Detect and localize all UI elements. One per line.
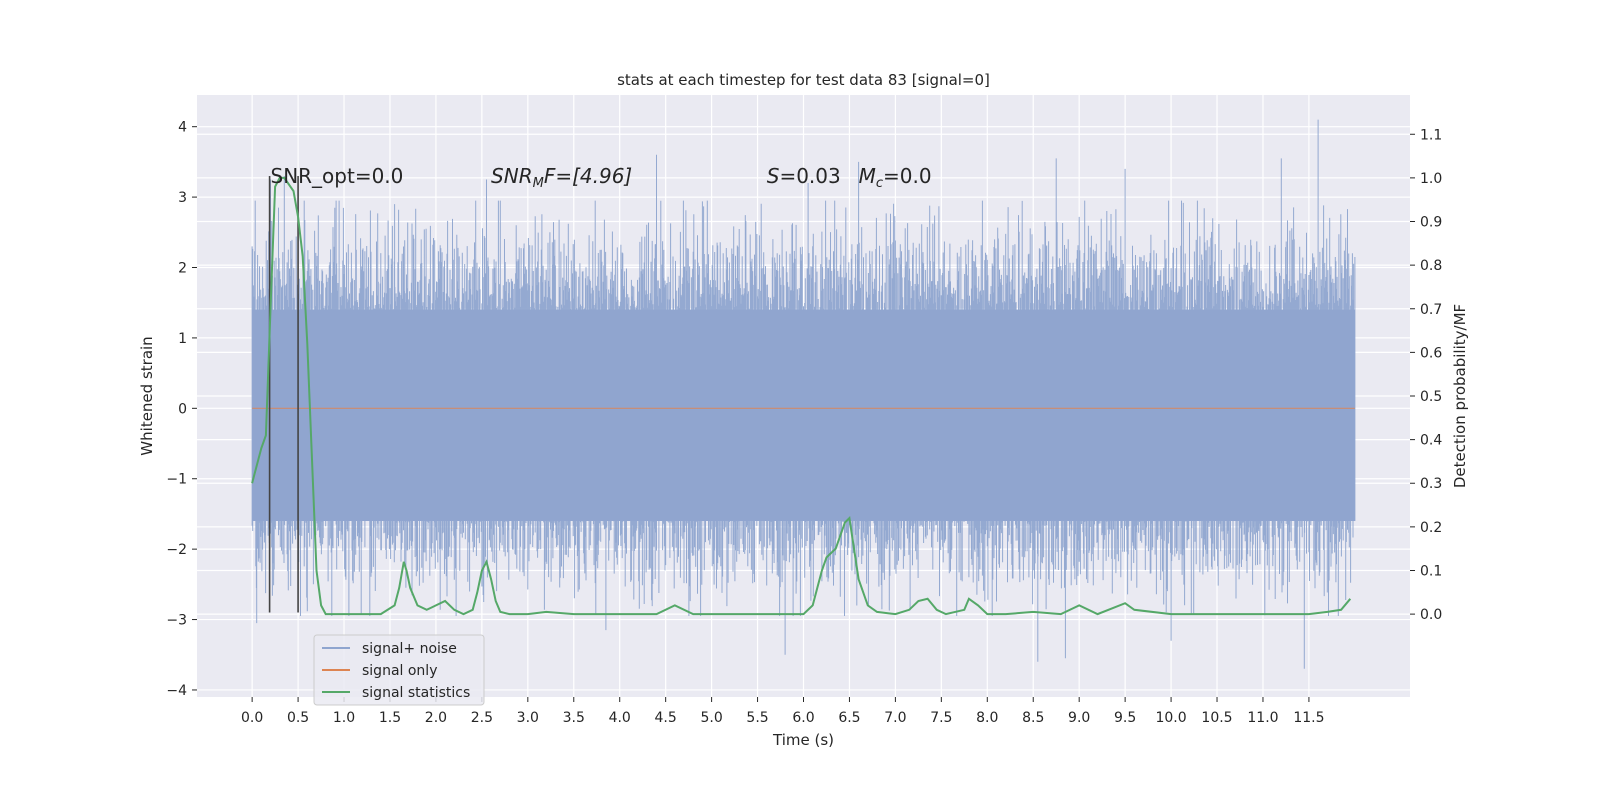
y-tick-label: 0: [178, 401, 187, 417]
vertical-markers: [268, 175, 299, 613]
y-tick-label: −4: [166, 683, 187, 699]
y-tick-label: −2: [166, 542, 187, 558]
annotation-mc-main: M: [859, 164, 876, 188]
x-tick-label: 4.5: [655, 710, 677, 726]
y-right-tick-label: 0.9: [1420, 215, 1442, 231]
y-tick-label: −3: [166, 613, 187, 629]
annotation-mc: Mc=0.0: [859, 164, 932, 191]
x-tick-label: 7.5: [930, 710, 952, 726]
annotation-s: S=0.03: [767, 164, 841, 188]
annotation-snr-mf-f: F=[4.96]: [544, 164, 632, 188]
x-tick-label: 5.5: [746, 710, 768, 726]
x-tick-label: 5.0: [700, 710, 722, 726]
x-tick-label: 1.0: [333, 710, 355, 726]
signal-statistics-line: [251, 176, 1352, 616]
series-signal-statistics: [251, 176, 1352, 616]
annotation-snr-opt: SNR_opt=0.0: [271, 164, 404, 188]
legend-box: [313, 634, 485, 706]
x-tick-label: 8.5: [1022, 710, 1044, 726]
legend-label: signal+ noise: [362, 641, 457, 657]
x-tick-label: 10.5: [1201, 710, 1232, 726]
y-axis-label: Whitened strain: [138, 336, 156, 455]
legend: signal+ noise signal only signal statistic…: [313, 634, 485, 706]
y-axis-label-right: Detection probability/MF: [1451, 304, 1469, 488]
x-tick-label: 6.5: [838, 710, 860, 726]
y-right-tick-label: 0.4: [1420, 433, 1442, 449]
x-axis-label: Time (s): [772, 731, 834, 749]
x-tick-label: 0.5: [287, 710, 309, 726]
annotation-mc-sub: c: [876, 176, 883, 191]
y-right-tick-label: 0.0: [1420, 607, 1442, 623]
annotation-mc-value: =0.0: [883, 164, 932, 188]
legend-label: signal only: [362, 663, 437, 679]
y-right-tick-label: 0.1: [1420, 563, 1442, 579]
x-tick-label: 3.0: [517, 710, 539, 726]
x-tick-label: 3.5: [563, 710, 585, 726]
x-tick-label: 11.0: [1247, 710, 1278, 726]
x-tick-label: 9.0: [1068, 710, 1090, 726]
y-right-tick-label: 0.6: [1420, 345, 1442, 361]
y-right-tick-label: 0.5: [1420, 389, 1442, 405]
x-tick-label: 9.5: [1114, 710, 1136, 726]
x-tick-label: 2.5: [471, 710, 493, 726]
x-tick-label: 10.0: [1155, 710, 1186, 726]
x-tick-label: 8.0: [976, 710, 998, 726]
x-tick-label: 11.5: [1293, 710, 1324, 726]
annotation-snr-mf: SNRMF=[4.96]: [491, 164, 632, 191]
x-tick-label: 2.0: [425, 710, 447, 726]
series-signal-noise: [251, 119, 1356, 669]
annotation-s-value: =0.03: [779, 164, 840, 188]
chart-title: stats at each timestep for test data 83 …: [617, 71, 990, 89]
y-tick-label: 3: [178, 190, 187, 206]
y-right-tick-label: 0.2: [1420, 520, 1442, 536]
x-tick-label: 7.0: [884, 710, 906, 726]
legend-label: signal statistics: [362, 685, 470, 701]
x-tick-label: 1.5: [379, 710, 401, 726]
axis-ticks: 0.0 0.5 1.0 1.5 2.0 2.5 3.0 3.5 4.0 4.5 5.0 5.5 6.0 6…: [166, 120, 1442, 726]
y-right-tick-label: 0.7: [1420, 302, 1442, 318]
y-tick-label: −1: [166, 472, 187, 488]
x-tick-label: 0.0: [241, 710, 263, 726]
x-tick-label: 6.0: [792, 710, 814, 726]
annotation-snr-mf-main: SNR: [491, 164, 533, 188]
signal-noise-core: [252, 309, 1355, 521]
y-right-tick-label: 1.1: [1420, 127, 1442, 143]
x-tick-label: 4.0: [609, 710, 631, 726]
y-right-tick-label: 0.8: [1420, 258, 1442, 274]
annotation-snr-mf-sub: M: [533, 176, 544, 191]
y-right-tick-label: 1.0: [1420, 171, 1442, 187]
annotation-s-main: S: [767, 164, 780, 188]
y-tick-label: 2: [178, 261, 187, 277]
y-tick-label: 1: [178, 331, 187, 347]
y-tick-label: 4: [178, 120, 187, 136]
y-right-tick-label: 0.3: [1420, 476, 1442, 492]
